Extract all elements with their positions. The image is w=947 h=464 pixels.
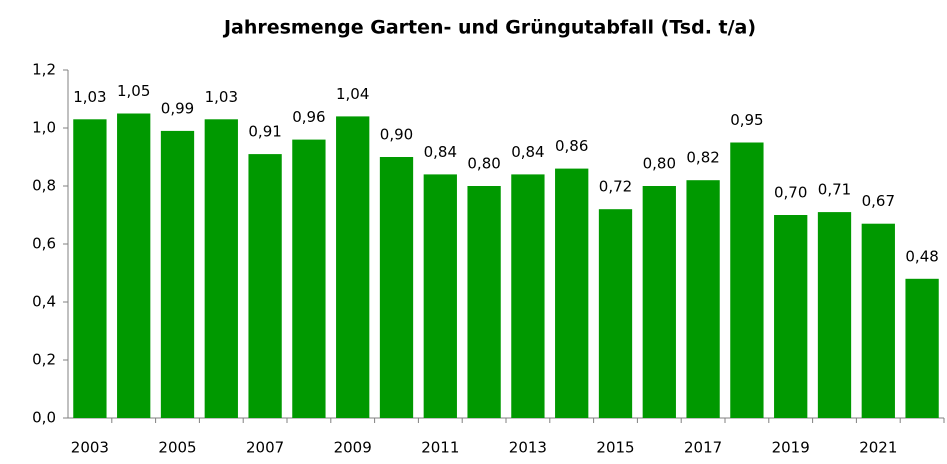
x-tick-label: 2017 <box>684 439 722 457</box>
x-tick-label: 2013 <box>509 439 547 457</box>
bar <box>774 215 808 418</box>
x-tick-label: 2005 <box>158 439 196 457</box>
data-label: 1,05 <box>117 82 150 100</box>
bar <box>598 209 633 418</box>
bar <box>905 278 939 418</box>
chart-title: Jahresmenge Garten- und Grüngutabfall (T… <box>222 17 756 39</box>
data-label: 0,72 <box>599 178 632 196</box>
data-label: 0,84 <box>511 143 544 161</box>
data-label: 0,67 <box>862 192 895 210</box>
data-label: 0,96 <box>292 108 325 126</box>
data-label: 0,99 <box>161 99 194 117</box>
data-label: 0,84 <box>424 143 457 161</box>
data-label: 1,03 <box>205 88 238 106</box>
x-tick-label: 2009 <box>334 439 372 457</box>
data-label: 0,82 <box>686 149 719 167</box>
data-label: 0,48 <box>905 247 938 265</box>
bar <box>248 154 282 418</box>
y-tick-label: 1,0 <box>32 119 56 137</box>
bar <box>511 174 545 418</box>
data-label: 0,80 <box>467 155 500 173</box>
y-tick-label: 0,8 <box>32 177 56 195</box>
data-label: 0,90 <box>380 126 413 144</box>
bar <box>730 142 764 418</box>
bar <box>292 139 326 418</box>
y-tick-label: 0,0 <box>32 409 56 427</box>
bar <box>423 174 457 418</box>
bar <box>204 119 238 419</box>
bar <box>73 119 107 419</box>
bar <box>817 212 852 418</box>
data-label: 1,03 <box>73 88 106 106</box>
bar <box>555 168 589 418</box>
data-label: 0,95 <box>730 111 763 129</box>
y-tick-label: 0,6 <box>32 235 56 253</box>
data-label: 0,80 <box>643 155 676 173</box>
x-tick-label: 2015 <box>596 439 634 457</box>
bar <box>686 180 720 418</box>
data-label: 0,91 <box>248 123 281 141</box>
bar <box>117 113 151 418</box>
x-tick-label: 2021 <box>859 439 897 457</box>
x-tick-label: 2003 <box>71 439 109 457</box>
y-tick-label: 1,2 <box>32 61 56 79</box>
data-label: 0,86 <box>555 137 588 155</box>
data-label: 0,71 <box>818 181 851 199</box>
x-tick-label: 2019 <box>772 439 810 457</box>
bar <box>379 157 414 418</box>
x-tick-label: 2007 <box>246 439 284 457</box>
bar <box>336 116 370 419</box>
bar <box>861 223 895 418</box>
data-label: 1,04 <box>336 85 369 103</box>
bar <box>467 186 501 418</box>
y-tick-label: 0,2 <box>32 351 56 369</box>
bar <box>160 130 195 418</box>
y-tick-label: 0,4 <box>32 293 56 311</box>
x-tick-label: 2011 <box>421 439 459 457</box>
data-label: 0,70 <box>774 184 807 202</box>
bar <box>642 186 676 418</box>
